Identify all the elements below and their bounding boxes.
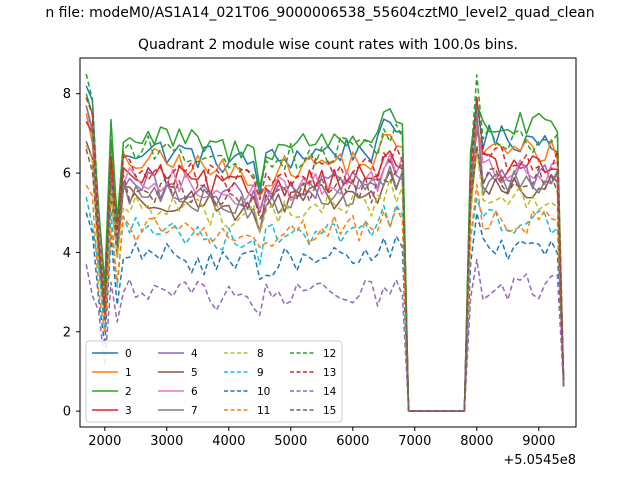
series-line-10 bbox=[85, 212, 565, 412]
x-tick-label: 9000 bbox=[522, 434, 555, 449]
legend-label-9: 9 bbox=[257, 367, 264, 379]
series-line-3 bbox=[85, 121, 565, 412]
legend-label-5: 5 bbox=[191, 367, 198, 379]
series-line-12 bbox=[85, 73, 565, 412]
y-tick-label: 2 bbox=[63, 325, 71, 340]
series-line-14 bbox=[85, 258, 565, 412]
plot-area bbox=[85, 73, 565, 412]
axes-frame bbox=[79, 57, 577, 428]
y-tick-label: 6 bbox=[63, 167, 71, 182]
legend-frame bbox=[85, 340, 343, 423]
x-tick-label: 2000 bbox=[88, 434, 121, 449]
legend-label-4: 4 bbox=[191, 348, 198, 360]
legend-label-6: 6 bbox=[191, 386, 198, 398]
series-line-6 bbox=[85, 117, 565, 412]
legend-label-15: 15 bbox=[323, 405, 336, 417]
x-tick-label: 5000 bbox=[274, 434, 307, 449]
axes: 2000 3000 4000 5000 6000 7000 8000 9000 0 2 4 6 8 bbox=[63, 87, 556, 449]
series-line-9 bbox=[85, 196, 565, 412]
series-line-11 bbox=[85, 184, 565, 412]
legend-label-3: 3 bbox=[125, 405, 132, 417]
legend-label-12: 12 bbox=[323, 348, 336, 360]
legend-label-11: 11 bbox=[257, 405, 270, 417]
x-tick-label: 4000 bbox=[212, 434, 245, 449]
series-line-8 bbox=[85, 144, 565, 412]
x-tick-label: 6000 bbox=[336, 434, 369, 449]
series-line-15 bbox=[85, 145, 565, 412]
x-offset-label: +5.0545e8 bbox=[503, 453, 576, 468]
legend-label-8: 8 bbox=[257, 348, 264, 360]
series-line-2 bbox=[85, 93, 565, 412]
figure-suptitle: n file: modeM0/AS1A14_021T06_9000006538_… bbox=[45, 5, 594, 21]
x-tick-label: 8000 bbox=[460, 434, 493, 449]
chart-title: Quadrant 2 module wise count rates with … bbox=[138, 37, 518, 53]
y-tick-label: 8 bbox=[63, 87, 71, 102]
y-tick-label: 4 bbox=[63, 246, 71, 261]
y-tick-label: 0 bbox=[63, 405, 71, 420]
x-tick-label: 7000 bbox=[398, 434, 431, 449]
legend-label-7: 7 bbox=[191, 405, 198, 417]
series-line-0 bbox=[85, 85, 565, 412]
legend-label-10: 10 bbox=[257, 386, 270, 398]
series-line-1 bbox=[85, 113, 565, 412]
legend-label-14: 14 bbox=[323, 386, 337, 398]
x-tick-label: 3000 bbox=[150, 434, 183, 449]
series-line-7 bbox=[85, 105, 565, 412]
legend-label-1: 1 bbox=[125, 367, 132, 379]
legend-label-0: 0 bbox=[125, 348, 132, 360]
legend-label-2: 2 bbox=[125, 386, 132, 398]
legend-label-13: 13 bbox=[323, 367, 336, 379]
